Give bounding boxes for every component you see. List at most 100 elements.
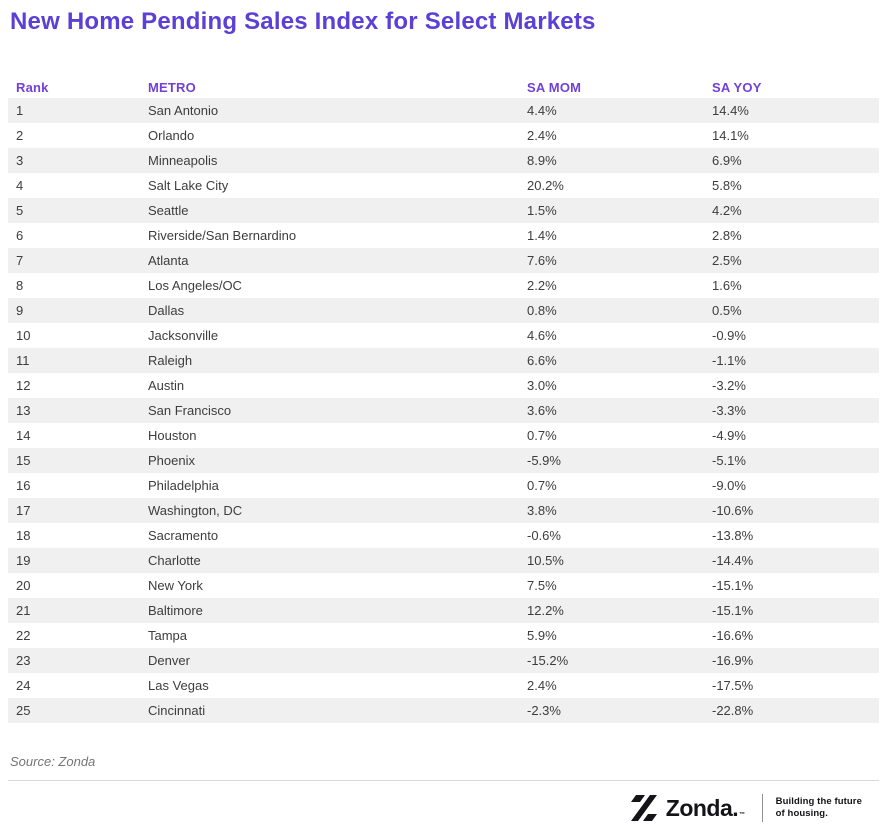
zonda-wordmark-text: Zonda. [665,794,739,821]
cell-rank: 25 [16,703,31,718]
cell-metro: Cincinnati [148,703,206,718]
table-row: 13 San Francisco 3.6% -3.3% [8,398,879,423]
cell-metro: New York [148,578,203,593]
col-header-metro: METRO [148,79,196,95]
table-row: 14 Houston 0.7% -4.9% [8,423,879,448]
cell-rank: 14 [16,428,31,443]
cell-rank: 7 [16,253,24,268]
table-header-row: Rank METRO SA MOM SA YOY [8,76,879,98]
cell-yoy: -16.6% [712,628,754,643]
tagline-line-2: of housing. [775,808,828,819]
cell-rank: 12 [16,378,31,393]
cell-metro: Dallas [148,303,185,318]
cell-mom: 2.4% [527,128,557,143]
cell-metro: Philadelphia [148,478,219,493]
cell-yoy: 1.6% [712,278,742,293]
cell-rank: 15 [16,453,31,468]
cell-metro: San Antonio [148,103,219,118]
cell-metro: Riverside/San Bernardino [148,228,297,243]
cell-mom: 8.9% [527,153,557,168]
cell-metro: Sacramento [148,528,219,543]
table-row: 25 Cincinnati -2.3% -22.8% [8,698,879,723]
cell-metro: Baltimore [148,603,203,618]
col-header-sa-mom: SA MOM [527,79,582,95]
cell-metro: Washington, DC [148,503,243,518]
cell-rank: 3 [16,153,24,168]
cell-mom: 5.9% [527,628,557,643]
cell-mom: -15.2% [527,653,569,668]
cell-mom: 4.4% [527,103,557,118]
table-row: 9 Dallas 0.8% 0.5% [8,298,879,323]
table-row: 8 Los Angeles/OC 2.2% 1.6% [8,273,879,298]
table-row: 18 Sacramento -0.6% -13.8% [8,523,879,548]
source-note: Source: Zonda [10,754,96,769]
table-row: 23 Denver -15.2% -16.9% [8,648,879,673]
cell-metro: Houston [148,428,197,443]
cell-rank: 10 [16,328,31,343]
cell-yoy: 14.4% [712,103,749,118]
cell-yoy: -16.9% [712,653,754,668]
cell-metro: Las Vegas [148,678,209,693]
trademark-symbol: ™ [739,811,745,818]
cell-mom: 3.6% [527,403,557,418]
cell-yoy: -0.9% [712,328,746,343]
cell-yoy: -9.0% [712,478,746,493]
cell-yoy: 5.8% [712,178,742,193]
pending-sales-table: Rank METRO SA MOM SA YOY 1 San Antonio 4.4… [8,76,879,723]
cell-metro: Phoenix [148,453,195,468]
cell-rank: 19 [16,553,31,568]
zonda-wordmark: Zonda. ™ [666,795,745,822]
table-row: 21 Baltimore 12.2% -15.1% [8,598,879,623]
cell-rank: 23 [16,653,31,668]
cell-mom: 7.5% [527,578,557,593]
cell-rank: 5 [16,203,24,218]
cell-yoy: -3.2% [712,378,746,393]
cell-rank: 20 [16,578,31,593]
table-row: 3 Minneapolis 8.9% 6.9% [8,148,879,173]
cell-mom: 20.2% [527,178,564,193]
table-row: 24 Las Vegas 2.4% -17.5% [8,673,879,698]
cell-yoy: -10.6% [712,503,754,518]
table-row: 22 Tampa 5.9% -16.6% [8,623,879,648]
cell-yoy: 6.9% [712,153,742,168]
cell-mom: 1.5% [527,203,557,218]
logo-divider [761,794,763,822]
cell-rank: 6 [16,228,24,243]
cell-metro: Los Angeles/OC [148,278,242,293]
table-row: 7 Atlanta 7.6% 2.5% [8,248,879,273]
table-row: 16 Philadelphia 0.7% -9.0% [8,473,879,498]
cell-mom: -2.3% [527,703,561,718]
cell-mom: 0.8% [527,303,557,318]
cell-rank: 4 [16,178,24,193]
cell-mom: 1.4% [527,228,557,243]
cell-yoy: -5.1% [712,453,746,468]
table-row: 17 Washington, DC 3.8% -10.6% [8,498,879,523]
cell-yoy: -4.9% [712,428,746,443]
col-header-sa-yoy: SA YOY [712,79,762,95]
cell-rank: 17 [16,503,31,518]
zonda-logo: Zonda. ™ Building the future of housing. [0,794,862,822]
cell-yoy: 4.2% [712,203,742,218]
cell-yoy: -1.1% [712,353,746,368]
cell-rank: 8 [16,278,24,293]
table-row: 11 Raleigh 6.6% -1.1% [8,348,879,373]
cell-metro: Jacksonville [148,328,219,343]
footer-divider [8,780,879,781]
cell-mom: -0.6% [527,528,561,543]
table-row: 5 Seattle 1.5% 4.2% [8,198,879,223]
table-row: 12 Austin 3.0% -3.2% [8,373,879,398]
tagline-line-1: Building the future [775,796,862,808]
cell-yoy: -22.8% [712,703,754,718]
cell-mom: 2.4% [527,678,557,693]
cell-metro: Austin [148,378,185,393]
cell-yoy: -15.1% [712,578,754,593]
cell-mom: 2.2% [527,278,557,293]
cell-metro: Salt Lake City [148,178,229,193]
cell-yoy: 0.5% [712,303,742,318]
cell-mom: 10.5% [527,553,564,568]
cell-yoy: -3.3% [712,403,746,418]
cell-yoy: -15.1% [712,603,754,618]
cell-metro: Charlotte [148,553,201,568]
cell-metro: Minneapolis [148,153,218,168]
